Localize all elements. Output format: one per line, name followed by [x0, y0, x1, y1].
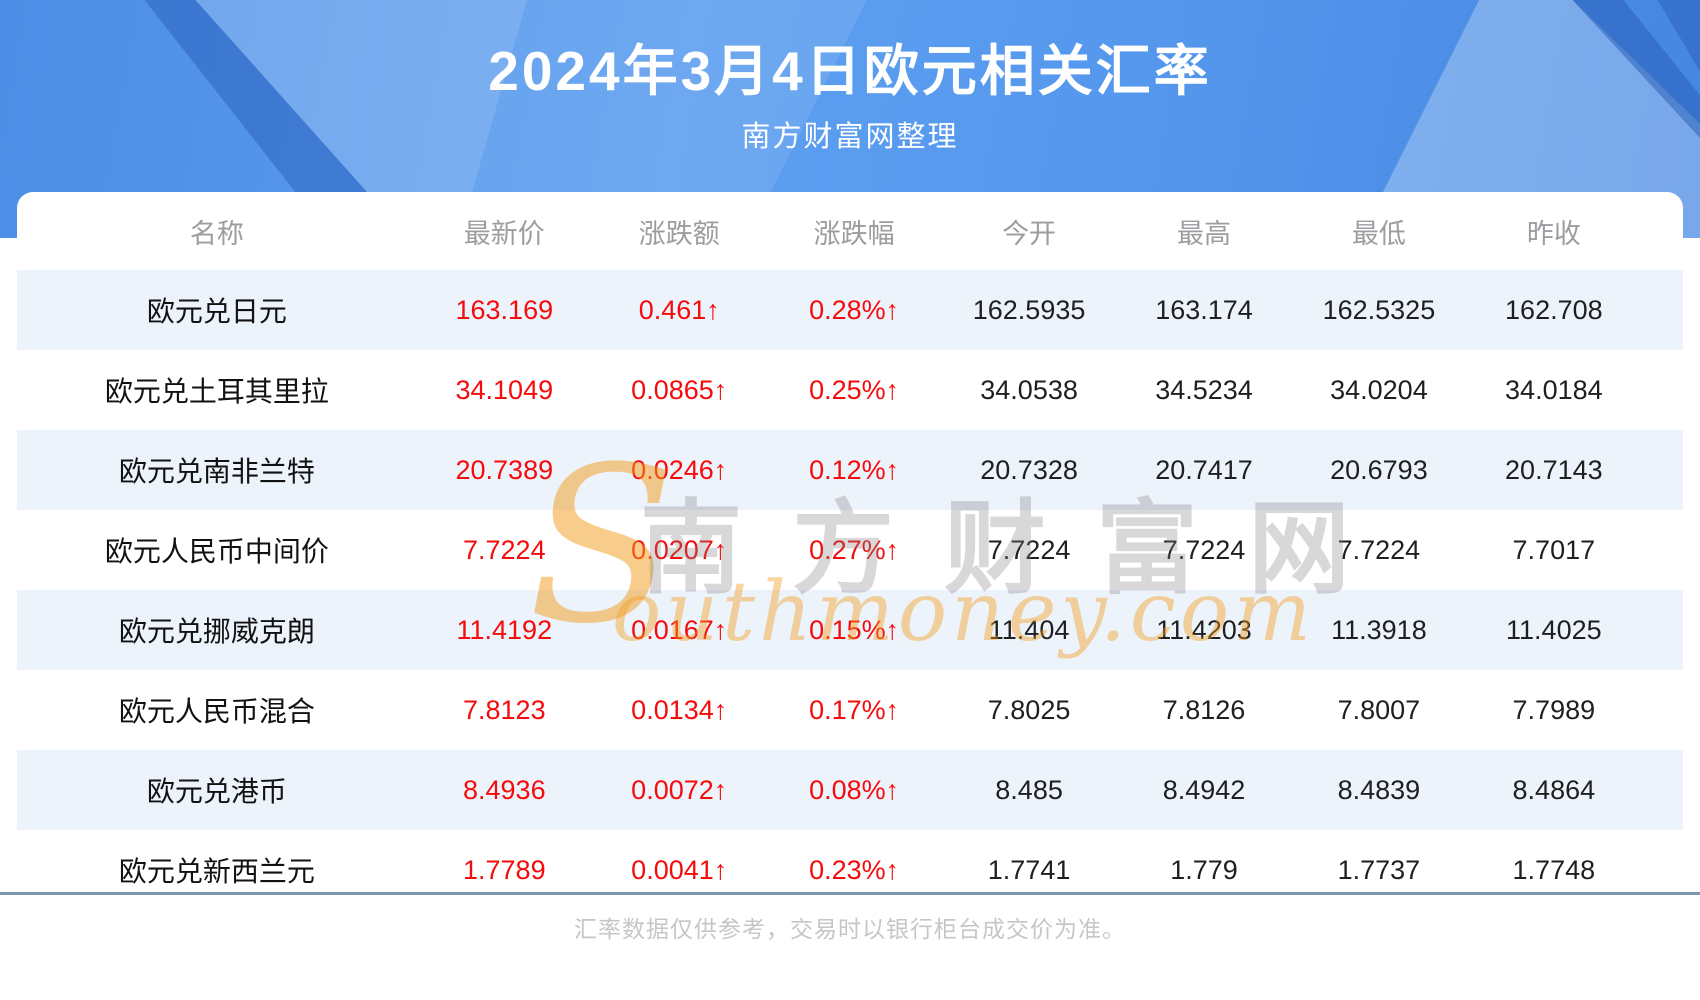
prev-close: 20.7143 — [1505, 454, 1603, 485]
change-amount: 0.0865↑ — [631, 374, 728, 405]
prev-close: 11.4025 — [1506, 614, 1602, 645]
latest-price: 1.7789 — [463, 854, 546, 885]
open-price: 7.7224 — [987, 534, 1071, 565]
table-row: 欧元兑日元 163.169 0.461↑ 0.28%↑ 162.5935 163… — [17, 270, 1683, 350]
prev-close: 7.7989 — [1512, 694, 1596, 725]
high-price: 7.7224 — [1162, 534, 1246, 565]
change-percent: 0.08%↑ — [809, 774, 900, 805]
currency-pair-name: 欧元兑日元 — [146, 296, 287, 327]
table-row: 欧元兑挪威克朗 11.4192 0.0167↑ 0.15%↑ 11.404 11… — [17, 590, 1683, 670]
currency-pair-name: 欧元兑南非兰特 — [118, 456, 315, 487]
spacer-cell — [1641, 270, 1683, 350]
table-row: 欧元兑港币 8.4936 0.0072↑ 0.08%↑ 8.485 8.4942… — [17, 750, 1683, 830]
currency-pair-name: 欧元兑土耳其里拉 — [104, 376, 329, 407]
open-price: 20.7328 — [980, 454, 1078, 485]
low-price: 20.6793 — [1330, 454, 1428, 485]
latest-price: 7.7224 — [463, 534, 546, 565]
open-price: 1.7741 — [987, 854, 1071, 885]
exchange-rates-table: 名称 最新价 涨跌额 涨跌幅 今开 最高 最低 昨收 欧元兑日元 163.169… — [17, 192, 1683, 910]
change-amount: 0.461↑ — [638, 294, 720, 325]
high-price: 7.8126 — [1162, 694, 1246, 725]
change-percent: 0.17%↑ — [809, 694, 900, 725]
currency-pair-name: 欧元人民币中间价 — [104, 536, 329, 567]
latest-price: 20.7389 — [455, 454, 554, 485]
spacer-cell — [1641, 590, 1683, 670]
low-price: 7.7224 — [1337, 534, 1421, 565]
col-header-prev-close: 昨收 — [1526, 218, 1581, 249]
spacer-cell — [1641, 670, 1683, 750]
currency-pair-name: 欧元人民币混合 — [118, 696, 315, 727]
low-price: 11.3918 — [1331, 614, 1427, 645]
latest-price: 8.4936 — [463, 774, 546, 805]
open-price: 34.0538 — [980, 374, 1078, 405]
currency-pair-name: 欧元兑挪威克朗 — [118, 616, 315, 647]
spacer-cell — [1641, 830, 1683, 910]
change-amount: 0.0207↑ — [631, 534, 728, 565]
open-price: 8.485 — [995, 774, 1063, 805]
high-price: 20.7417 — [1155, 454, 1253, 485]
spacer-cell — [1641, 350, 1683, 430]
low-price: 1.7737 — [1337, 854, 1421, 885]
high-price: 8.4942 — [1162, 774, 1246, 805]
high-price: 163.174 — [1155, 294, 1253, 325]
col-header-low: 最低 — [1351, 218, 1406, 249]
low-price: 7.8007 — [1337, 694, 1421, 725]
table-row: 欧元兑新西兰元 1.7789 0.0041↑ 0.23%↑ 1.7741 1.7… — [17, 830, 1683, 910]
rates-table-card: 名称 最新价 涨跌额 涨跌幅 今开 最高 最低 昨收 欧元兑日元 163.169… — [17, 192, 1683, 910]
low-price: 162.5325 — [1322, 294, 1436, 325]
high-price: 1.779 — [1170, 854, 1238, 885]
spacer-cell — [1641, 430, 1683, 510]
change-amount: 0.0134↑ — [631, 694, 728, 725]
change-amount: 0.0167↑ — [631, 614, 728, 645]
change-amount: 0.0072↑ — [631, 774, 728, 805]
prev-close: 7.7017 — [1512, 534, 1596, 565]
spacer-cell — [1641, 750, 1683, 830]
change-percent: 0.28%↑ — [809, 294, 900, 325]
col-header-open: 今开 — [1002, 218, 1057, 249]
latest-price: 34.1049 — [455, 374, 554, 405]
table-row: 欧元兑土耳其里拉 34.1049 0.0865↑ 0.25%↑ 34.0538 … — [17, 350, 1683, 430]
col-header-change-pct: 涨跌幅 — [813, 218, 895, 249]
change-percent: 0.23%↑ — [809, 854, 900, 885]
open-price: 7.8025 — [987, 694, 1071, 725]
latest-price: 7.8123 — [463, 694, 546, 725]
spacer-cell — [1641, 192, 1683, 270]
table-row: 欧元兑南非兰特 20.7389 0.0246↑ 0.12%↑ 20.7328 2… — [17, 430, 1683, 510]
change-percent: 0.27%↑ — [809, 534, 900, 565]
page-title: 2024年3月4日欧元相关汇率 — [488, 40, 1212, 102]
page-subtitle: 南方财富网整理 — [741, 121, 959, 153]
change-percent: 0.25%↑ — [809, 374, 900, 405]
high-price: 34.5234 — [1155, 374, 1253, 405]
low-price: 34.0204 — [1330, 374, 1428, 405]
change-percent: 0.15%↑ — [809, 614, 900, 645]
disclaimer-text: 汇率数据仅供参考，交易时以银行柜台成交价为准。 — [574, 916, 1126, 942]
prev-close: 8.4864 — [1512, 774, 1596, 805]
prev-close: 162.708 — [1505, 294, 1603, 325]
currency-pair-name: 欧元兑新西兰元 — [118, 856, 315, 887]
change-percent: 0.12%↑ — [809, 454, 900, 485]
change-amount: 0.0246↑ — [631, 454, 728, 485]
high-price: 11.4203 — [1156, 614, 1252, 645]
prev-close: 1.7748 — [1512, 854, 1596, 885]
open-price: 162.5935 — [972, 294, 1086, 325]
col-header-high: 最高 — [1176, 218, 1231, 249]
col-header-name: 名称 — [189, 218, 244, 249]
table-row: 欧元人民币中间价 7.7224 0.0207↑ 0.27%↑ 7.7224 7.… — [17, 510, 1683, 590]
low-price: 8.4839 — [1337, 774, 1421, 805]
prev-close: 34.0184 — [1505, 374, 1603, 405]
spacer-cell — [1641, 510, 1683, 590]
open-price: 11.404 — [988, 614, 1070, 645]
table-row: 欧元人民币混合 7.8123 0.0134↑ 0.17%↑ 7.8025 7.8… — [17, 670, 1683, 750]
change-amount: 0.0041↑ — [631, 854, 728, 885]
footer-divider — [0, 892, 1700, 895]
latest-price: 163.169 — [455, 294, 554, 325]
col-header-latest: 最新价 — [463, 218, 545, 249]
latest-price: 11.4192 — [456, 614, 553, 645]
currency-pair-name: 欧元兑港币 — [146, 776, 287, 807]
table-header-row: 名称 最新价 涨跌额 涨跌幅 今开 最高 最低 昨收 — [17, 192, 1683, 270]
col-header-change: 涨跌额 — [638, 218, 720, 249]
